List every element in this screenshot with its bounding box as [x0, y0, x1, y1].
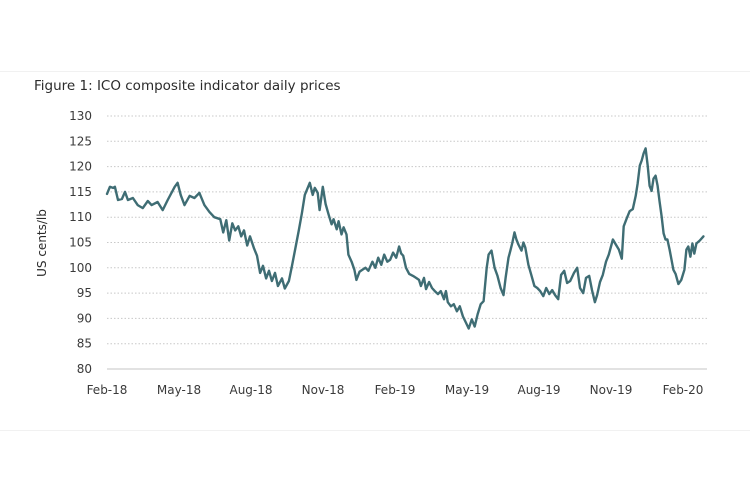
y-tick-label: 90 [77, 311, 92, 325]
x-tick-label: Feb-19 [375, 383, 416, 397]
top-divider [0, 71, 750, 72]
x-tick-label: Nov-18 [302, 383, 345, 397]
y-tick-label: 120 [69, 160, 92, 174]
x-tick-label: Aug-18 [229, 383, 272, 397]
x-tick-label: Nov-19 [590, 383, 633, 397]
y-tick-label: 95 [77, 286, 92, 300]
gridlines [107, 115, 707, 370]
x-tick-labels: Feb-18 May-18 Aug-18 Nov-18 Feb-19 May-19 Aug-… [87, 383, 704, 397]
y-tick-label: 85 [77, 337, 92, 351]
bottom-divider [0, 430, 750, 431]
x-tick-label: May-19 [445, 383, 489, 397]
x-tick-label: Feb-20 [663, 383, 704, 397]
y-tick-label: 110 [69, 210, 92, 224]
y-tick-label: 100 [69, 261, 92, 275]
x-tick-label: May-18 [157, 383, 201, 397]
y-tick-label: 130 [69, 109, 92, 123]
y-axis-label: US cents/lb [35, 209, 49, 277]
series-group [105, 147, 705, 330]
chart-title: Figure 1: ICO composite indicator daily … [34, 78, 341, 94]
series-line-ico-composite [105, 147, 705, 330]
y-tick-label: 105 [69, 236, 92, 250]
y-tick-label: 125 [69, 134, 92, 148]
y-tick-label: 80 [77, 362, 92, 376]
x-tick-label: Feb-18 [87, 383, 128, 397]
y-tick-labels: 80 85 90 95 100 105 110 115 120 125 130 [69, 109, 92, 376]
x-tick-label: Aug-19 [517, 383, 560, 397]
y-tick-label: 115 [69, 185, 92, 199]
